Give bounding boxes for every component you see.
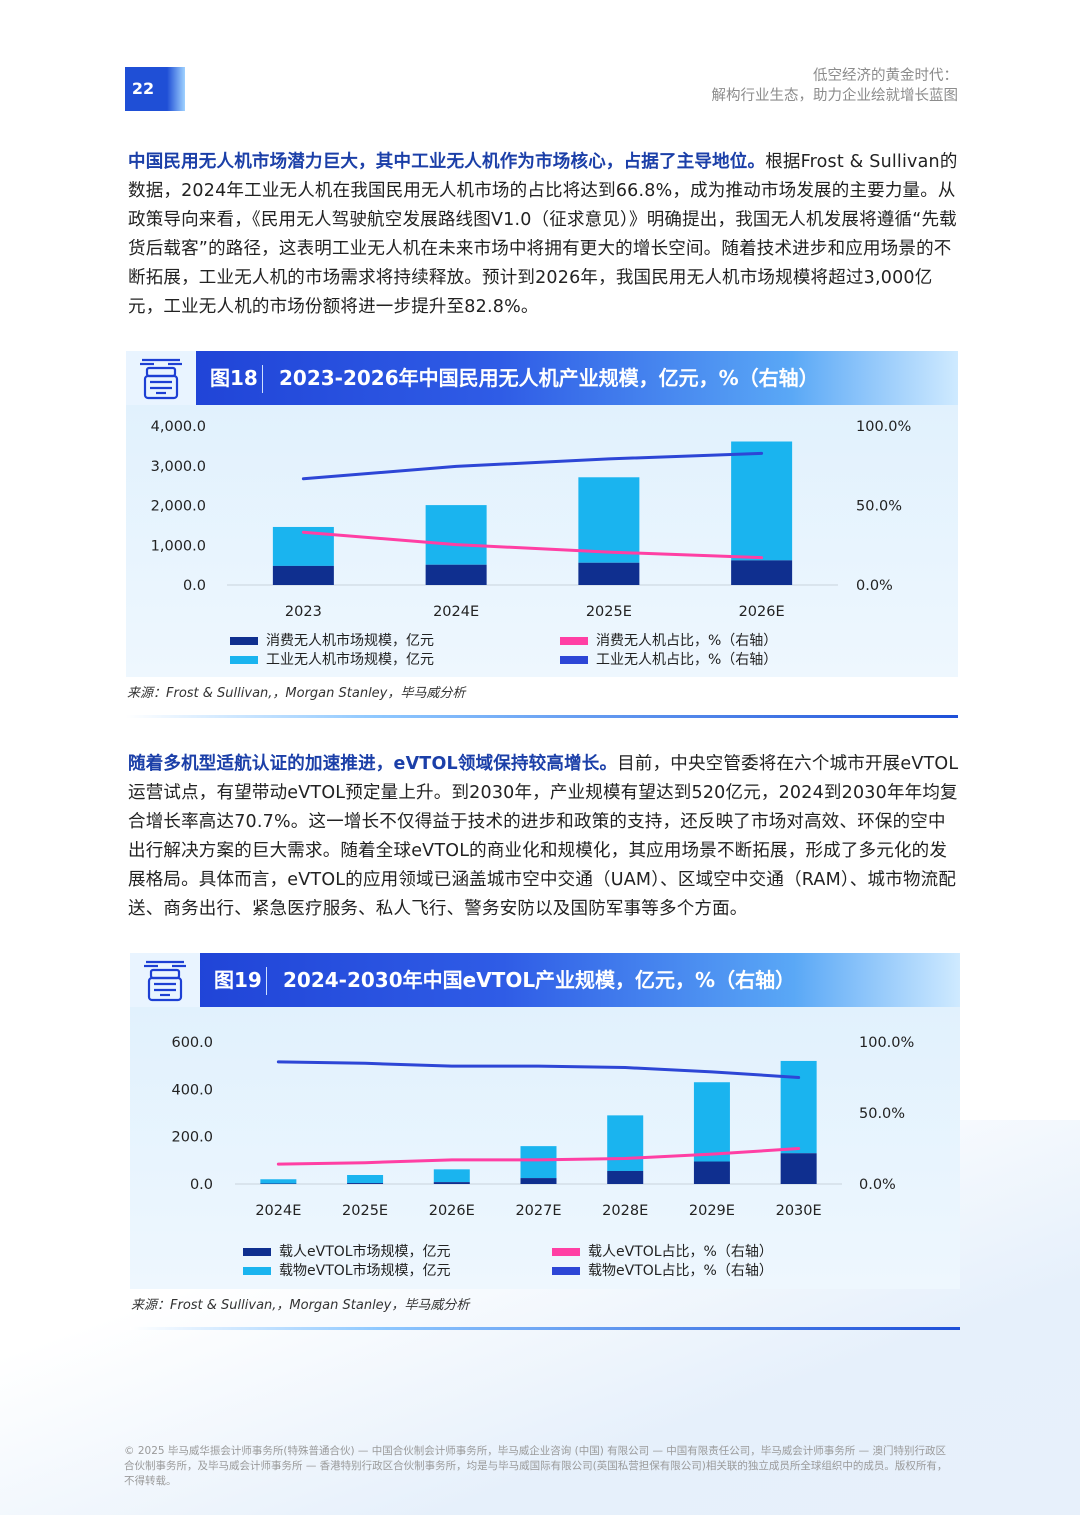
legend-label: 载物eVTOL占比，%（右轴）: [588, 1263, 773, 1279]
y-right-tick-label: 100.0%: [859, 1035, 914, 1051]
x-tick-label: 2030E: [776, 1203, 822, 1219]
bar-top-segment: [780, 1060, 817, 1154]
drone-industry-chart: 4,000.0 3,000.0 2,000.0 1,000.0 0.0 100.0% 50.…: [151, 419, 912, 620]
divider-rule: [130, 1327, 960, 1330]
share-line-pink: [276, 1147, 801, 1166]
x-tick-label: 2023: [285, 604, 322, 620]
legend-label: 消费无人机市场规模，亿元: [266, 633, 434, 649]
legend-swatch: [230, 637, 258, 645]
header-title-line2: 解构行业生态，助力企业绘就增长蓝图: [711, 88, 959, 104]
bar-bottom-segment: [731, 560, 793, 585]
legend-swatch: [560, 637, 588, 645]
bar-bottom-segment: [520, 1178, 557, 1184]
y-left-tick-label: 600.0: [171, 1035, 213, 1051]
figure-18-chart-area: 4,000.0 3,000.0 2,000.0 1,000.0 0.0 100.0% 50.…: [126, 405, 958, 677]
bar-top-segment: [347, 1175, 384, 1184]
bar-top-segment: [607, 1115, 644, 1171]
drone-icon: [144, 960, 186, 1002]
figure-title: 2023-2026年中国民用无人机产业规模，亿元，%（右轴）: [279, 366, 819, 390]
figure-icon-box: [126, 351, 196, 405]
legend-label: 工业无人机市场规模，亿元: [266, 652, 434, 668]
bar-top-segment: [578, 477, 640, 563]
y-right-tick-label: 50.0%: [859, 1106, 905, 1122]
x-tick-label: 2026E: [739, 604, 785, 620]
y-left-tick-label: 1,000.0: [151, 538, 206, 554]
legend-label: 工业无人机占比，%（右轴）: [596, 652, 778, 668]
x-tick-label: 2027E: [515, 1203, 561, 1219]
bar-bottom-segment: [780, 1153, 817, 1184]
legend-label: 载物eVTOL市场规模，亿元: [279, 1263, 451, 1279]
y-left-tick-label: 0.0: [183, 578, 206, 594]
page-number-badge: 22: [125, 67, 185, 111]
figure-19-chart-area: 600.0 400.0 200.0 0.0 100.0% 50.0% 0.0% 2024E 20…: [130, 1007, 960, 1289]
x-tick-label: 2026E: [429, 1203, 475, 1219]
bar-bottom-segment: [607, 1170, 644, 1184]
y-left-tick-label: 0.0: [190, 1177, 213, 1193]
bar-top-segment: [520, 1146, 557, 1179]
legend-label: 载人eVTOL占比，%（右轴）: [588, 1244, 773, 1260]
y-left-tick-label: 200.0: [171, 1130, 213, 1146]
y-left-tick-label: 400.0: [171, 1082, 213, 1098]
y-right-tick-label: 0.0%: [856, 578, 893, 594]
figure-18-header: 图18 2023-2026年中国民用无人机产业规模，亿元，%（右轴）: [126, 351, 958, 405]
figure-title: 2024-2030年中国eVTOL产业规模，亿元，%（右轴）: [283, 968, 796, 992]
copyright-footer: © 2025 毕马威华振会计师事务所(特殊普通合伙) — 中国合伙制会计师事务所…: [124, 1445, 948, 1487]
figure-18-source: 来源：Frost & Sullivan,，Morgan Stanley，毕马威分…: [127, 686, 466, 701]
share-line-blue: [276, 1060, 801, 1079]
bar-bottom-segment: [433, 1182, 470, 1184]
evtol-industry-chart: 600.0 400.0 200.0 0.0 100.0% 50.0% 0.0% 2024E 20…: [171, 1035, 914, 1219]
bar-bottom-segment: [347, 1183, 384, 1184]
y-right-tick-label: 50.0%: [856, 499, 902, 515]
legend-label: 载人eVTOL市场规模，亿元: [279, 1244, 451, 1260]
bar-bottom-segment: [425, 564, 487, 585]
paragraph-highlight: 中国民用无人机市场潜力巨大，其中工业无人机作为市场核心，占据了主导地位。: [128, 152, 766, 172]
legend-swatch: [230, 656, 258, 664]
header-title-line1: 低空经济的黄金时代：: [813, 68, 958, 84]
legend-swatch: [243, 1248, 271, 1256]
y-left-tick-label: 3,000.0: [151, 459, 206, 475]
paragraph-body: 根据Frost & Sullivan的数据，2024年工业无人机在我国民用无人机…: [128, 152, 958, 317]
y-left-tick-label: 4,000.0: [151, 419, 206, 435]
x-tick-label: 2025E: [586, 604, 632, 620]
figure-separator: [262, 365, 263, 393]
drone-icon: [140, 358, 182, 400]
legend-swatch: [552, 1267, 580, 1275]
share-line-blue: [301, 451, 764, 481]
figure-number: 图19: [214, 968, 262, 992]
bar-top-segment: [731, 441, 793, 561]
bar-top-segment: [260, 1179, 297, 1184]
running-header: 低空经济的黄金时代： 解构行业生态，助力企业绘就增长蓝图: [712, 66, 959, 106]
legend-swatch: [560, 656, 588, 664]
paragraph-evtol: 随着多机型适航认证的加速推进，eVTOL领域保持较高增长。目前，中央空管委将在六…: [128, 750, 960, 924]
legend-swatch: [552, 1248, 580, 1256]
x-tick-label: 2025E: [342, 1203, 388, 1219]
figure-icon-box: [130, 953, 200, 1007]
x-tick-label: 2024E: [433, 604, 479, 620]
bar-top-segment: [425, 505, 487, 565]
bar-bottom-segment: [578, 562, 640, 585]
y-left-tick-label: 2,000.0: [151, 499, 206, 515]
figure-19-source: 来源：Frost & Sullivan,，Morgan Stanley，毕马威分…: [131, 1298, 470, 1313]
x-tick-label: 2029E: [689, 1203, 735, 1219]
page-number: 22: [131, 79, 155, 98]
legend-label: 消费无人机占比，%（右轴）: [596, 633, 778, 649]
figure-number: 图18: [210, 366, 258, 390]
figure-separator: [266, 967, 267, 995]
bar-bottom-segment: [693, 1161, 730, 1184]
paragraph-drone-market: 中国民用无人机市场潜力巨大，其中工业无人机作为市场核心，占据了主导地位。根据Fr…: [128, 148, 960, 322]
legend-swatch: [243, 1267, 271, 1275]
paragraph-highlight: 随着多机型适航认证的加速推进，eVTOL领域保持较高增长。: [128, 754, 618, 774]
y-right-tick-label: 0.0%: [859, 1177, 896, 1193]
paragraph-body: 目前，中央空管委将在六个城市开展eVTOL运营试点，有望带动eVTOL预定量上升…: [128, 754, 959, 919]
y-right-tick-label: 100.0%: [856, 419, 911, 435]
bar-top-segment: [433, 1169, 470, 1183]
divider-rule: [126, 715, 958, 718]
bar-top-segment: [693, 1082, 730, 1162]
bar-bottom-segment: [272, 565, 334, 585]
x-tick-label: 2024E: [255, 1203, 301, 1219]
x-tick-label: 2028E: [602, 1203, 648, 1219]
figure-19-header: 图19 2024-2030年中国eVTOL产业规模，亿元，%（右轴）: [130, 953, 960, 1007]
share-line-pink: [301, 530, 764, 560]
